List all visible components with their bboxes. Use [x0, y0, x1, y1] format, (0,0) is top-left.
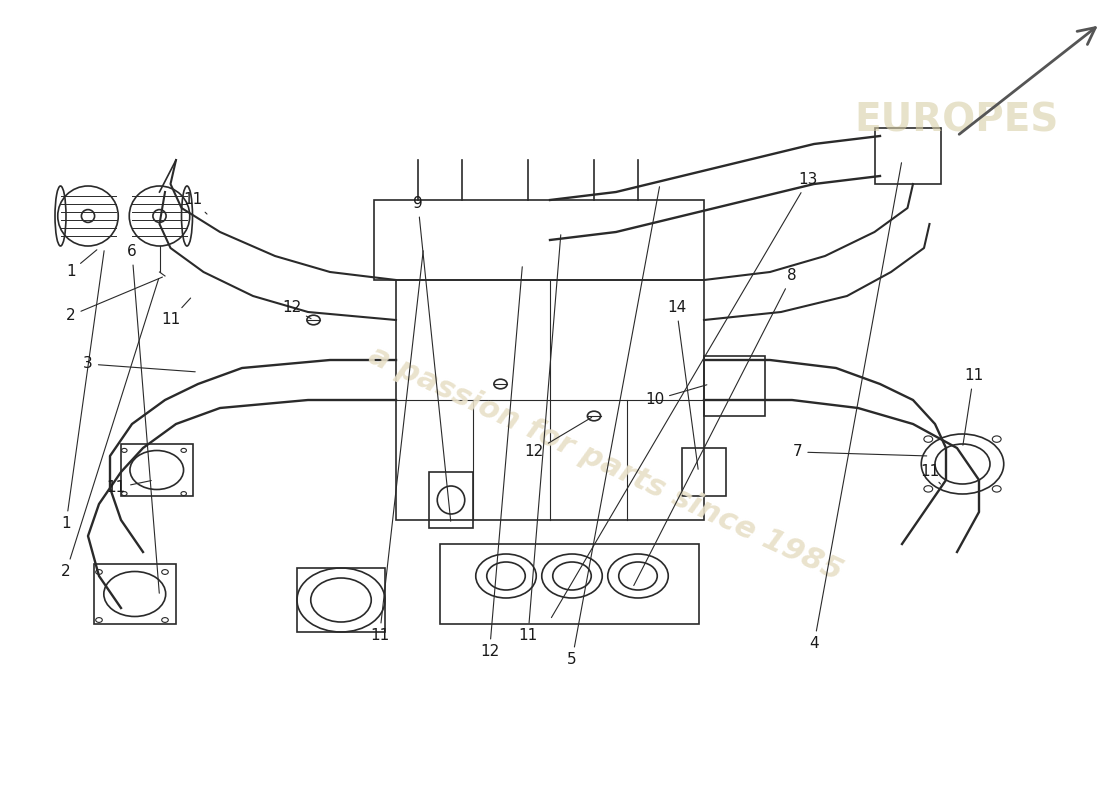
Text: 3: 3: [84, 357, 195, 372]
Text: 13: 13: [551, 173, 818, 618]
Text: 2: 2: [66, 277, 163, 323]
Text: 11: 11: [183, 193, 207, 214]
Text: 10: 10: [645, 385, 707, 407]
Text: 4: 4: [810, 162, 902, 651]
Text: 11: 11: [161, 298, 190, 327]
Text: 12: 12: [480, 266, 522, 659]
Text: 11: 11: [962, 369, 983, 446]
Text: 11: 11: [920, 465, 940, 484]
Text: 14: 14: [667, 301, 698, 470]
Text: 11: 11: [370, 250, 424, 643]
Text: 12: 12: [282, 301, 311, 318]
Text: EUROPES: EUROPES: [855, 101, 1059, 139]
Text: 2: 2: [62, 278, 158, 579]
Text: 8: 8: [634, 269, 796, 586]
Text: 12: 12: [524, 418, 592, 459]
Text: 1: 1: [62, 250, 104, 531]
Text: a passion for parts since 1985: a passion for parts since 1985: [363, 341, 847, 587]
Text: 11: 11: [518, 234, 561, 643]
Text: 1: 1: [66, 250, 97, 279]
Text: 11: 11: [106, 481, 152, 495]
Text: 7: 7: [793, 445, 926, 459]
Text: 6: 6: [128, 245, 160, 594]
Text: 5: 5: [568, 186, 660, 667]
Text: 9: 9: [414, 197, 451, 522]
